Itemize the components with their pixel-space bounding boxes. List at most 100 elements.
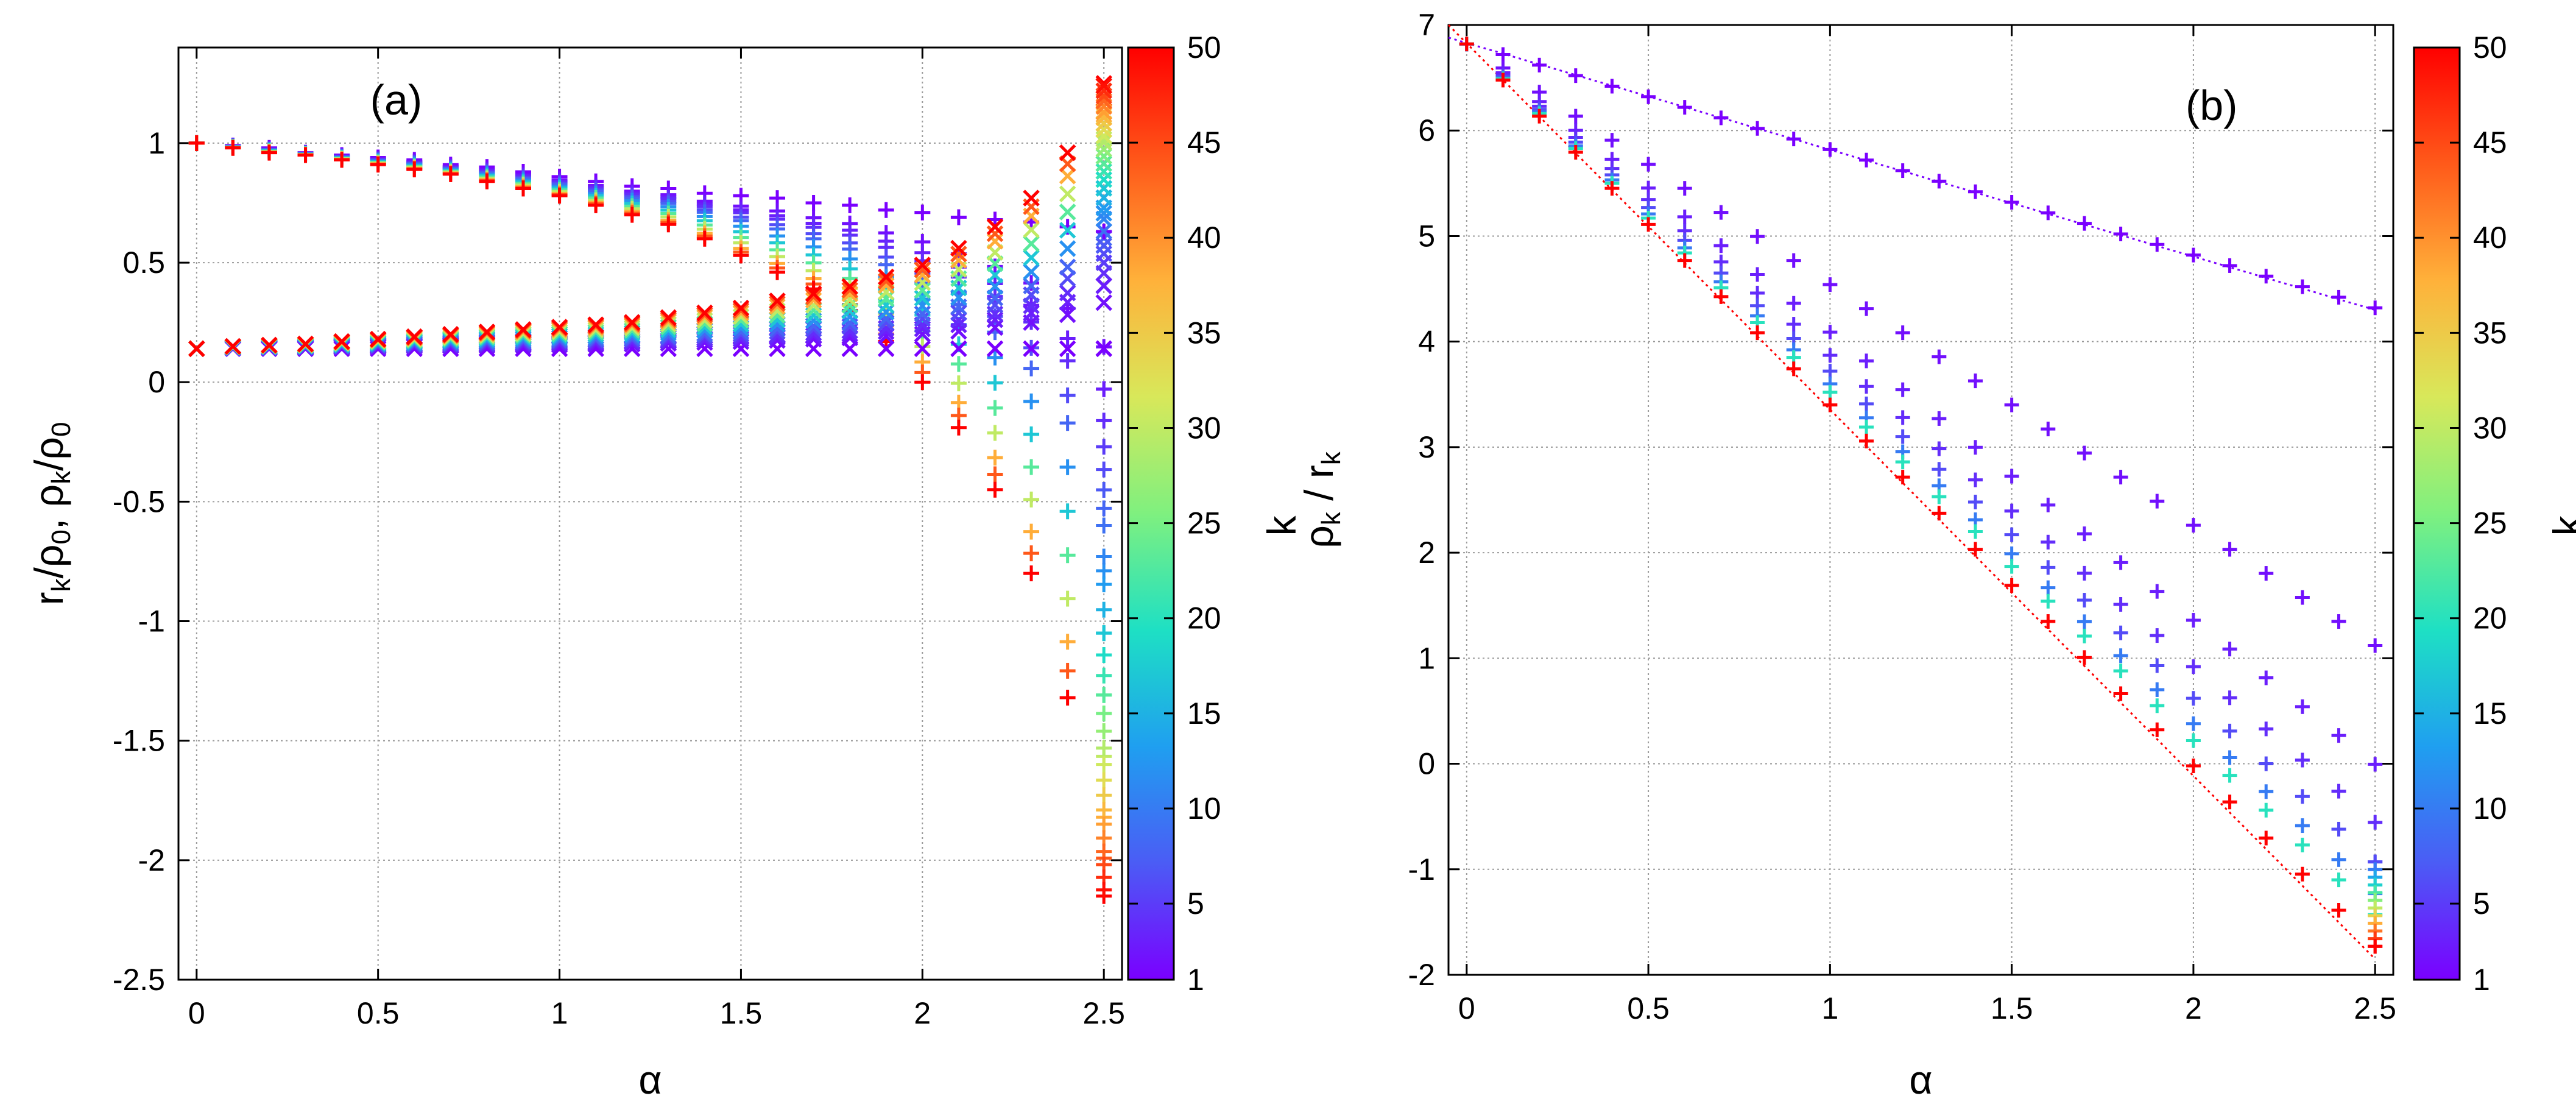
y-tick-label: 2 bbox=[1418, 536, 1435, 570]
rho-marker bbox=[914, 257, 931, 274]
r-marker bbox=[914, 204, 931, 221]
ratio-marker bbox=[2004, 397, 2019, 412]
ratio-marker bbox=[1713, 289, 1729, 304]
rho-marker bbox=[1059, 340, 1076, 358]
y-tick-label: 7 bbox=[1418, 8, 1435, 42]
ratio-marker bbox=[1750, 121, 1765, 136]
ratio-marker bbox=[1495, 47, 1511, 62]
rho-marker bbox=[1059, 168, 1076, 185]
rho-marker bbox=[1059, 240, 1076, 257]
y-tick-label: 1 bbox=[1418, 641, 1435, 675]
r-marker bbox=[1096, 787, 1112, 804]
fit-line bbox=[1447, 24, 2376, 960]
r-marker bbox=[1096, 461, 1112, 478]
rho-marker bbox=[1095, 75, 1112, 92]
r-marker bbox=[1096, 500, 1112, 517]
rho-marker bbox=[877, 310, 895, 328]
ratio-marker bbox=[1677, 100, 1692, 115]
r-marker bbox=[1059, 415, 1076, 431]
colorbar-tick-label: 1 bbox=[2473, 963, 2490, 997]
ratio-marker bbox=[1750, 325, 1765, 341]
y-tick-label: -2.5 bbox=[113, 963, 165, 997]
y-tick-label: -1 bbox=[138, 604, 165, 639]
y-tick-label: 0.5 bbox=[122, 246, 165, 280]
r-marker bbox=[479, 173, 495, 189]
ratio-marker bbox=[1713, 205, 1729, 220]
ratio-marker bbox=[1967, 524, 1983, 539]
rho-marker bbox=[551, 319, 568, 336]
r-marker bbox=[987, 349, 1003, 366]
r-marker bbox=[551, 188, 568, 204]
rho-marker bbox=[986, 233, 1004, 250]
r-marker bbox=[261, 144, 277, 161]
colorbar-tick-label: 5 bbox=[1187, 886, 1204, 921]
ratio-marker bbox=[2113, 648, 2128, 663]
ratio-marker bbox=[2150, 237, 2165, 252]
r-marker bbox=[370, 157, 386, 173]
x-axis-label: α bbox=[1909, 1057, 1932, 1102]
r-marker bbox=[987, 375, 1003, 391]
r-marker bbox=[769, 264, 786, 280]
r-marker bbox=[950, 356, 967, 372]
ratio-marker bbox=[2186, 716, 2201, 731]
x-tick-label: 2.5 bbox=[1082, 996, 1125, 1030]
ratio-marker bbox=[2004, 503, 2019, 518]
ratio-marker bbox=[1932, 349, 1947, 364]
ratio-marker bbox=[1895, 325, 1910, 341]
rho-marker bbox=[950, 246, 967, 263]
ratio-marker bbox=[2295, 866, 2310, 882]
rho-marker bbox=[986, 218, 1004, 235]
y-label-part: r bbox=[26, 592, 71, 605]
ratio-marker bbox=[1823, 325, 1838, 340]
colorbar-gradient bbox=[2413, 46, 2461, 981]
ratio-marker bbox=[2368, 638, 2383, 653]
x-tick-label: 1 bbox=[1821, 991, 1838, 1025]
rho-marker bbox=[1095, 294, 1112, 311]
r-marker bbox=[188, 135, 205, 151]
ratio-marker bbox=[1859, 396, 1874, 411]
ratio-marker bbox=[1677, 253, 1692, 268]
ratio-marker bbox=[2113, 596, 2128, 612]
r-marker bbox=[1096, 647, 1112, 663]
rho-marker bbox=[914, 310, 931, 327]
rho-marker bbox=[877, 340, 895, 358]
x-tick-label: 0.5 bbox=[1627, 991, 1670, 1025]
ratio-marker bbox=[2004, 578, 2019, 593]
r-marker bbox=[1023, 360, 1040, 377]
ratio-marker bbox=[2222, 794, 2237, 810]
ratio-marker bbox=[1859, 353, 1874, 369]
y-label-subscript: k bbox=[1316, 511, 1346, 525]
ratio-marker bbox=[1786, 132, 1801, 147]
rho-marker bbox=[877, 272, 895, 290]
rho-marker bbox=[914, 340, 931, 358]
ratio-marker bbox=[2331, 289, 2346, 305]
rho-marker bbox=[950, 311, 967, 329]
r-marker bbox=[1096, 830, 1112, 846]
ratio-marker bbox=[1895, 470, 1910, 485]
colorbar-tick-label: 45 bbox=[1187, 126, 1221, 160]
y-tick-label: 6 bbox=[1418, 113, 1435, 147]
ratio-marker bbox=[2295, 789, 2310, 804]
ratio-marker bbox=[2259, 670, 2274, 685]
rho-marker bbox=[1023, 304, 1040, 322]
rho-marker bbox=[478, 324, 496, 341]
colorbar-tick-label: 25 bbox=[1187, 506, 1221, 540]
ratio-marker bbox=[2077, 650, 2092, 665]
ratio-marker bbox=[1568, 68, 1583, 83]
ratio-marker bbox=[1932, 174, 1947, 189]
rho-marker bbox=[1095, 82, 1112, 99]
rho-marker bbox=[188, 340, 205, 358]
colorbar-tick-label: 35 bbox=[1187, 316, 1221, 350]
rho-marker bbox=[1059, 258, 1076, 276]
ratio-marker bbox=[1967, 494, 1983, 509]
ratio-marker bbox=[2222, 723, 2237, 738]
rho-marker bbox=[1095, 277, 1112, 294]
y-label-part: /ρ bbox=[26, 437, 71, 471]
r-marker bbox=[1096, 816, 1112, 832]
ratio-marker bbox=[1750, 285, 1765, 300]
rho-marker bbox=[1095, 147, 1112, 165]
y-label-subscript: k bbox=[46, 470, 76, 484]
rho-marker bbox=[950, 252, 967, 269]
r-marker bbox=[515, 180, 531, 197]
r-marker bbox=[914, 338, 931, 355]
